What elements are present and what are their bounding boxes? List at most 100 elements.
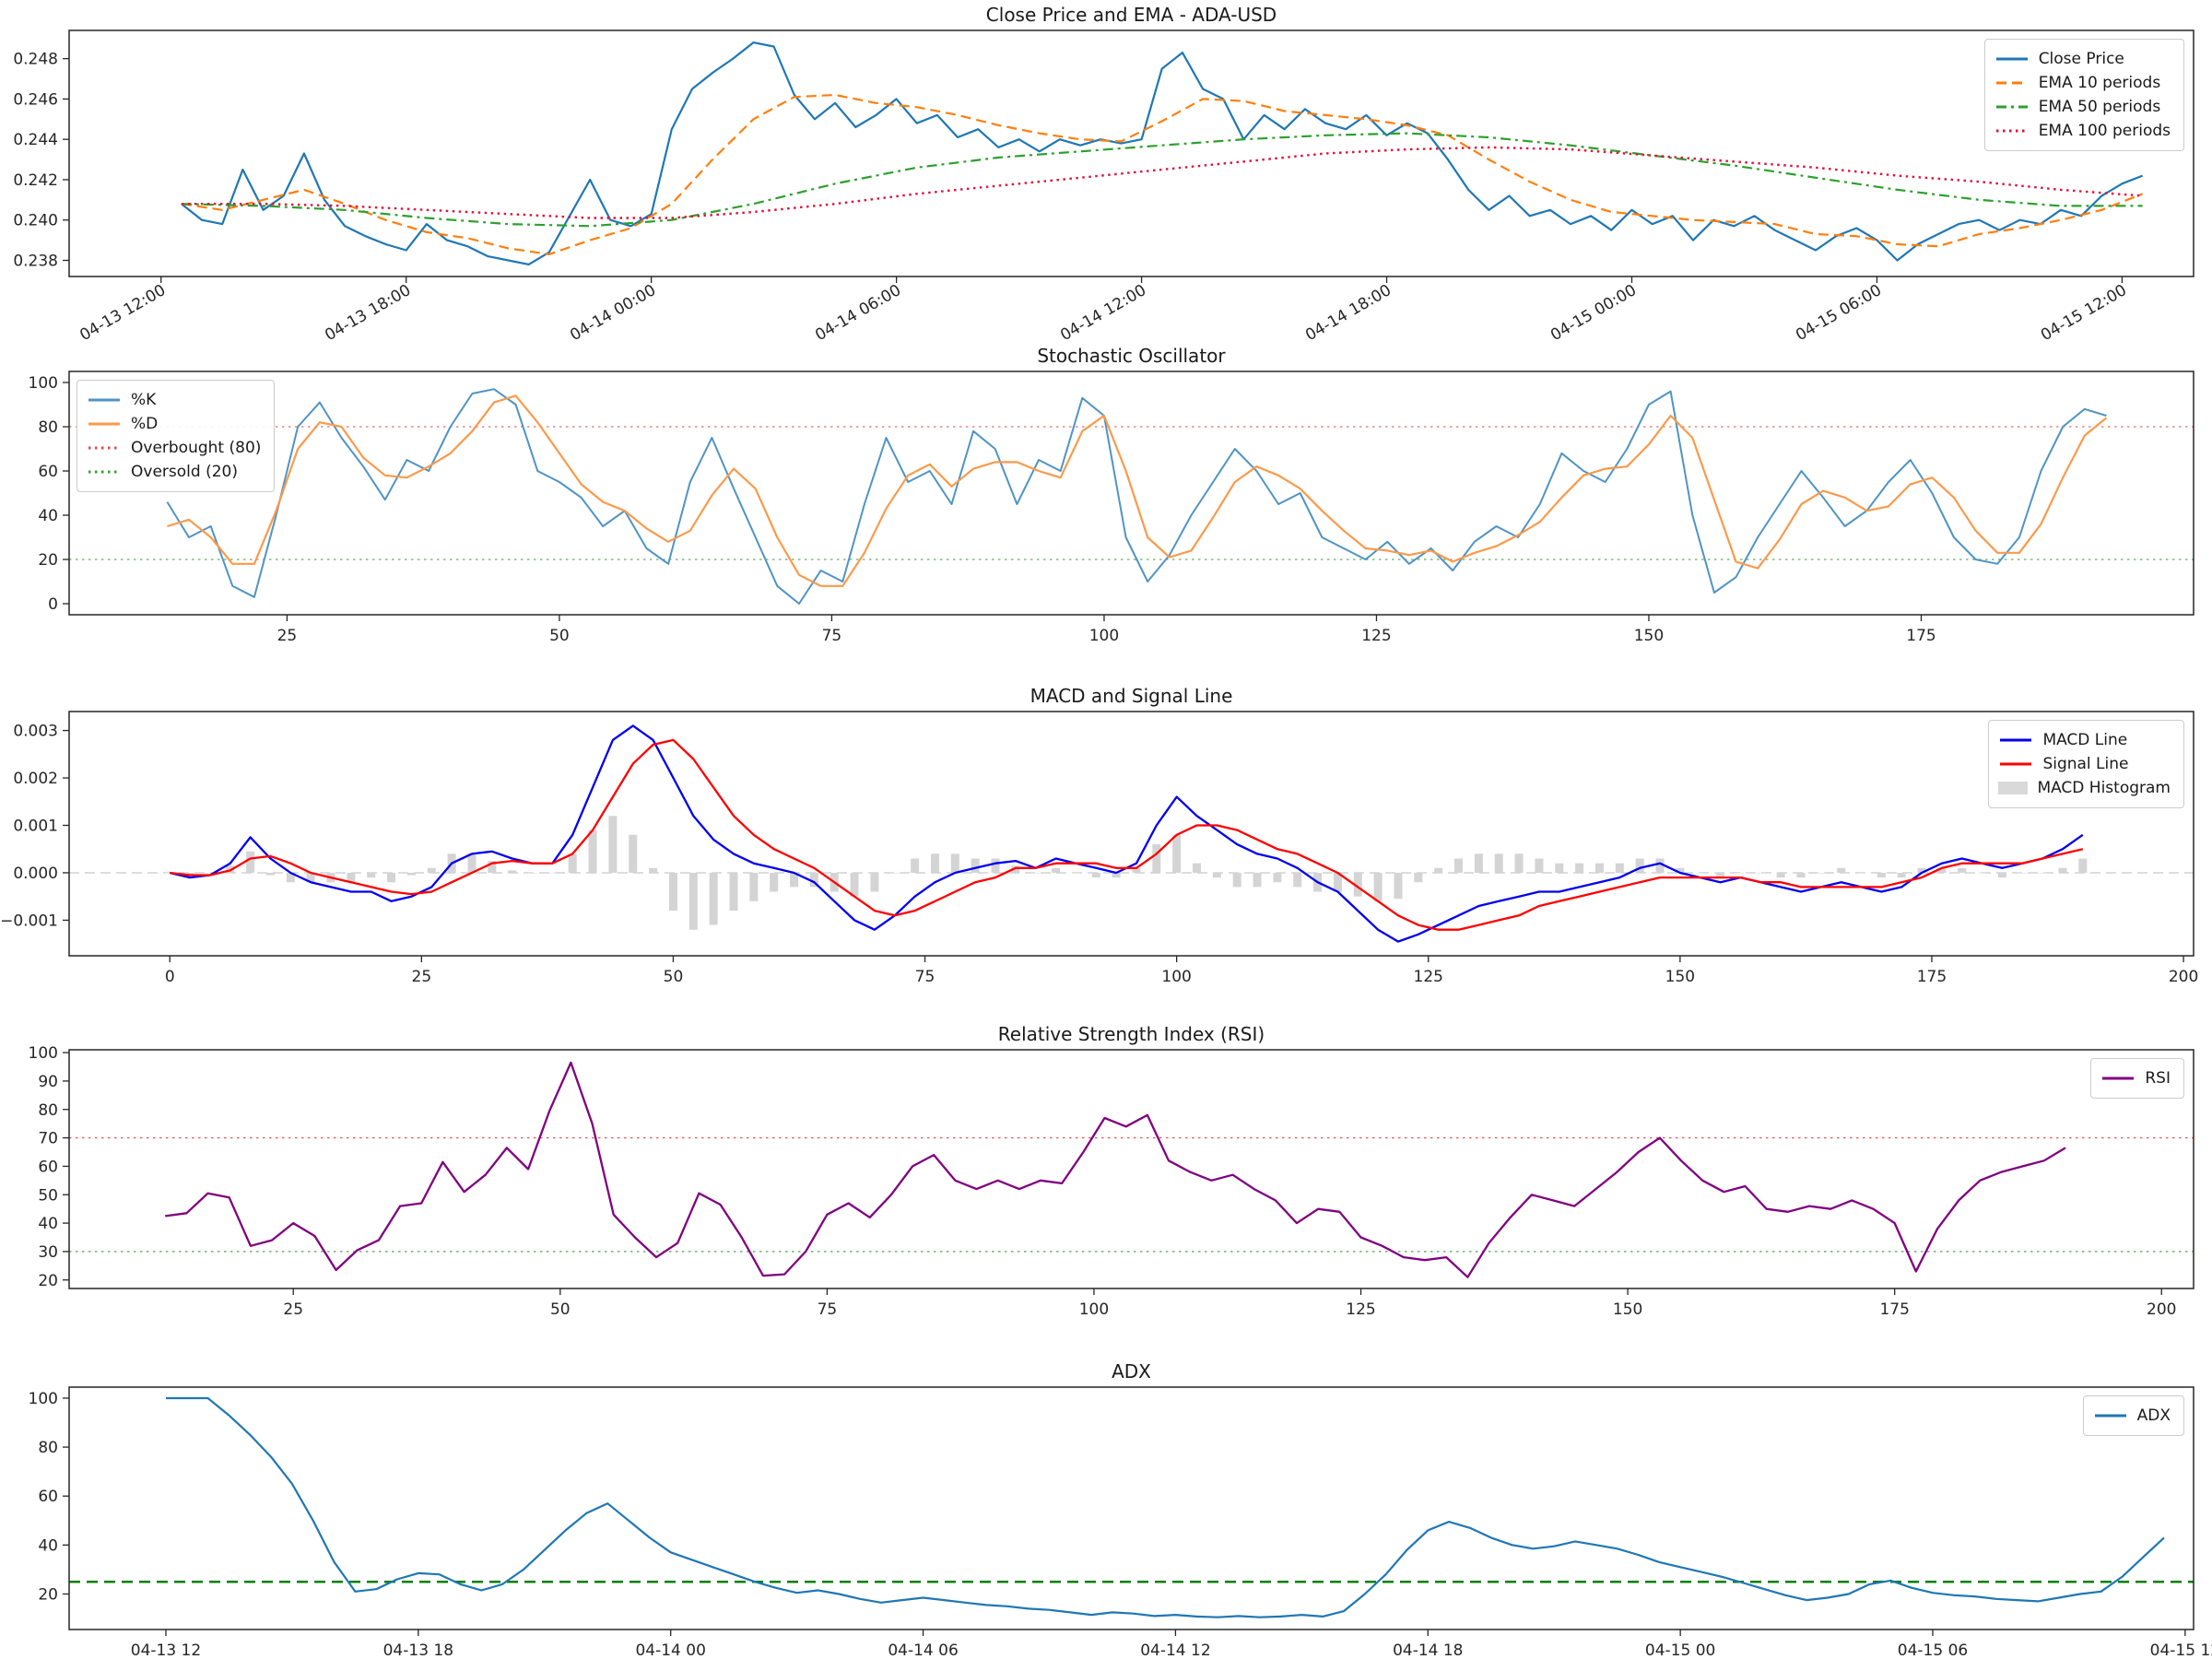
y-tick-label: −0.001 xyxy=(0,912,58,930)
macd-histogram-bar xyxy=(1434,867,1443,873)
y-tick-label: 0.000 xyxy=(13,865,58,883)
macd-histogram-bar xyxy=(1978,872,1987,874)
macd-histogram-bar xyxy=(2018,872,2027,874)
close-price-legend: Close Price EMA 10 periods EMA 50 periods E… xyxy=(1983,39,2184,151)
macd-histogram-bar xyxy=(547,872,557,874)
legend-line-sample xyxy=(1995,105,2028,109)
y-tick-label: 100 xyxy=(29,1390,58,1408)
legend-item: EMA 50 periods xyxy=(1994,95,2171,119)
macd-histogram-bar xyxy=(1052,867,1061,873)
macd-histogram-bar xyxy=(246,851,255,873)
legend-label: %K xyxy=(131,391,157,409)
y-tick-label: 80 xyxy=(38,1439,58,1457)
macd-histogram-bar xyxy=(629,834,638,873)
macd-histogram-bar xyxy=(1091,872,1100,878)
x-tick-label: 04-14 12:00 xyxy=(1057,281,1149,345)
macd-histogram-bar xyxy=(1555,863,1564,873)
macd-histogram-bar xyxy=(1454,858,1464,873)
stochastic-legend: %K %D Overbought (80) Oversold (20) xyxy=(76,380,276,492)
legend-label: Signal Line xyxy=(2042,755,2129,773)
macd-histogram-bar xyxy=(688,872,698,930)
y-tick-label: 40 xyxy=(38,1215,58,1233)
y-tick-label: 0.001 xyxy=(13,817,58,835)
macd-histogram-bar xyxy=(1273,872,1282,883)
macd-histogram-bar xyxy=(1857,872,1866,874)
x-tick-label: 04-14 06 xyxy=(888,1641,958,1659)
series-close-price xyxy=(181,41,2144,265)
macd-histogram-bar xyxy=(770,872,779,892)
macd-histogram-bar xyxy=(991,858,1000,873)
x-tick-label: 200 xyxy=(2147,1300,2176,1319)
y-tick-label: 0.244 xyxy=(13,131,58,149)
y-tick-label: 30 xyxy=(38,1243,58,1262)
macd-histogram-bar xyxy=(1716,872,1725,878)
macd-histogram-bar xyxy=(1373,872,1382,901)
macd-histogram-bar xyxy=(1817,872,1826,874)
macd-histogram-bar xyxy=(306,872,315,883)
legend-item: Close Price xyxy=(1994,47,2171,71)
legend-label: MACD Line xyxy=(2042,731,2128,749)
y-tick-label: 100 xyxy=(29,1044,58,1063)
chart-macd-title: MACD and Signal Line xyxy=(1030,685,1233,707)
chart-adx-title: ADX xyxy=(1112,1360,1151,1382)
macd-histogram-bar xyxy=(809,872,818,888)
x-tick-label: 100 xyxy=(1161,968,1191,986)
macd-histogram-bar xyxy=(1394,872,1403,900)
macd-histogram-bar xyxy=(265,872,275,876)
macd-histogram-bar xyxy=(2038,872,2047,874)
series-macd-line xyxy=(169,724,2084,943)
legend-line-sample xyxy=(1995,129,2028,133)
macd-histogram-bar xyxy=(911,858,920,873)
macd-histogram-bar xyxy=(1696,872,1705,874)
macd-histogram-bar xyxy=(1353,872,1362,897)
x-tick-label: 150 xyxy=(1634,627,1664,645)
macd-histogram-bar xyxy=(608,816,618,873)
macd-histogram-bar xyxy=(1958,867,1967,873)
macd-histogram-bar xyxy=(1172,834,1182,873)
legend-item: Oversold (20) xyxy=(87,460,261,484)
x-tick-label: 04-14 06:00 xyxy=(812,281,904,345)
x-tick-label: 04-13 18:00 xyxy=(322,281,414,345)
macd-histogram-bar xyxy=(568,853,577,873)
subplot-2: −0.001 0.000 0.001 0.002 0.003 0 25 50 75 100 125 1… xyxy=(0,711,2198,986)
x-tick-label: 04-13 18 xyxy=(383,1641,453,1659)
x-tick-label: 04-14 00 xyxy=(635,1641,705,1659)
macd-histogram-bar xyxy=(406,872,416,876)
macd-histogram-bar xyxy=(850,872,859,897)
subplot-4: 20 40 60 80 100 04-13 12 04-13 18 04-14 00 04-14… xyxy=(29,1386,2212,1659)
series-rsi xyxy=(165,1061,2066,1278)
x-tick-label: 0 xyxy=(165,968,175,986)
y-tick-label: 60 xyxy=(38,1488,58,1506)
macd-histogram-bar xyxy=(1997,872,2006,878)
x-tick-label: 25 xyxy=(412,968,432,986)
legend-line-sample xyxy=(2000,738,2032,742)
chart-stochastic-title: Stochastic Oscillator xyxy=(1037,345,1226,367)
macd-histogram-bar xyxy=(1756,872,1765,874)
x-tick-label: 175 xyxy=(1879,1300,1909,1319)
macd-histogram-bar xyxy=(427,867,436,873)
y-tick-label: 0.002 xyxy=(13,770,58,788)
y-tick-label: 20 xyxy=(38,1585,58,1604)
x-tick-label: 150 xyxy=(1613,1300,1642,1319)
legend-line-sample xyxy=(88,422,120,426)
macd-histogram-bar xyxy=(1333,872,1342,892)
x-tick-label: 25 xyxy=(283,1300,303,1319)
x-tick-label: 04-14 18:00 xyxy=(1302,281,1394,345)
macd-histogram-bar xyxy=(467,853,477,873)
macd-histogram-bar xyxy=(709,872,718,925)
macd-histogram-bar xyxy=(387,872,396,883)
y-tick-label: 80 xyxy=(38,418,58,437)
series--d xyxy=(167,394,2108,587)
y-tick-label: 60 xyxy=(38,1158,58,1176)
x-tick-label: 04-13 12:00 xyxy=(76,281,169,345)
macd-histogram-bar xyxy=(367,872,376,878)
macd-histogram-bar xyxy=(1253,872,1262,888)
legend-patch-sample xyxy=(1998,782,2029,794)
macd-histogram-bar xyxy=(890,872,900,874)
x-tick-label: 04-15 00 xyxy=(1645,1641,1715,1659)
legend-item: EMA 10 periods xyxy=(1994,71,2171,95)
macd-histogram-bar xyxy=(508,870,517,873)
series-adx xyxy=(166,1396,2165,1618)
adx-legend: ADX xyxy=(2082,1395,2184,1436)
series-ema-10-periods xyxy=(181,93,2144,255)
